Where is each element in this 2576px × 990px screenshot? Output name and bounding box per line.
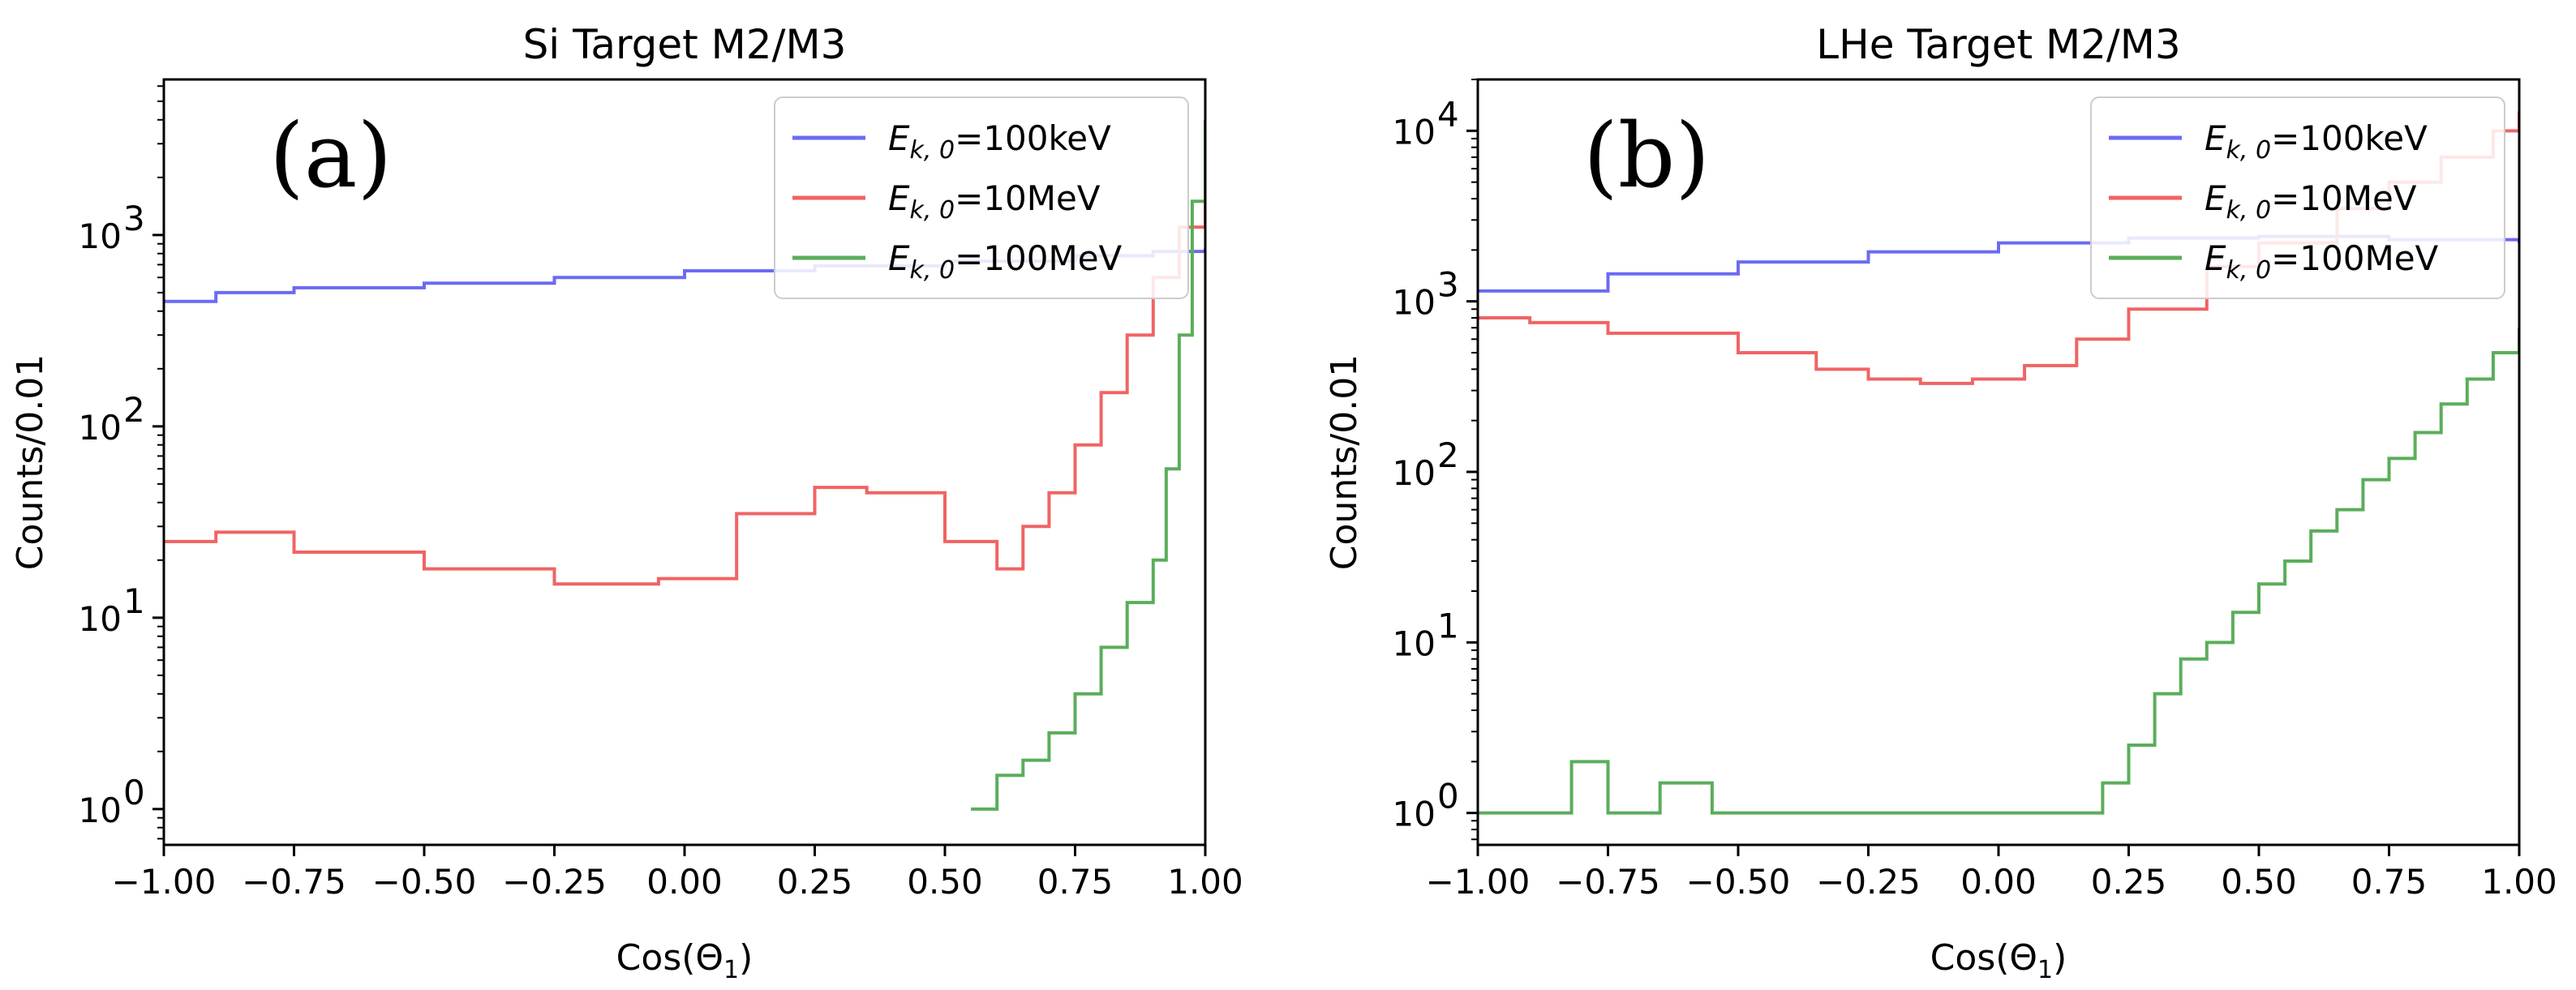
chart-title: LHe Target M2/M3: [1816, 21, 2180, 68]
x-tick-label: 0.00: [1960, 862, 2037, 902]
y-tick-exponent: 0: [1437, 777, 1459, 816]
x-tick-label: 0.25: [2091, 862, 2167, 902]
x-tick-label: −1.00: [112, 862, 217, 902]
y-tick-label: 10: [79, 408, 122, 448]
legend-label-sub: k, 0: [910, 256, 955, 285]
x-tick-label: −0.25: [502, 862, 607, 902]
legend-label-value: =10MeV: [955, 178, 1101, 218]
x-axis-label-end: ): [739, 937, 753, 979]
x-tick-label: 0.75: [2351, 862, 2428, 902]
legend-label-e: E: [2205, 118, 2226, 158]
legend-label-sub: k, 0: [910, 196, 955, 225]
x-tick-label: 1.00: [2481, 862, 2557, 902]
panel-label: (b): [1583, 104, 1710, 208]
y-axis-label: Counts/0.01: [1324, 354, 1365, 570]
legend-label-value: =100MeV: [2271, 238, 2438, 278]
y-tick-exponent: 1: [1437, 606, 1459, 645]
y-tick-exponent: 0: [123, 773, 145, 812]
y-tick-exponent: 2: [1437, 435, 1459, 475]
x-axis-label-sub: 1: [723, 956, 739, 984]
chart-panel-a: −1.00 −0.75 −0.50 −0.25 0.00 0.25 0.50 0.75 1.00…: [10, 21, 1243, 984]
legend-label-e: E: [2205, 238, 2226, 278]
legend-label-value: =10MeV: [2271, 178, 2417, 218]
chart-title: Si Target M2/M3: [523, 21, 847, 68]
x-tick-label: −0.75: [1556, 862, 1660, 902]
series-line-2: [1478, 328, 2519, 815]
legend-label: Ek, 0=100keV: [888, 118, 1111, 165]
legend-label-value: =100keV: [955, 118, 1111, 158]
y-tick-exponent: 1: [123, 581, 145, 621]
chart-panel-b: −1.00 −0.75 −0.50 −0.25 0.00 0.25 0.50 0.75 1.00…: [1324, 21, 2557, 984]
legend-label-e: E: [888, 238, 910, 278]
legend-label-e: E: [2205, 178, 2226, 218]
legend-label-e: E: [888, 178, 910, 218]
x-tick-label: −1.00: [1426, 862, 1531, 902]
x-tick-label: 0.25: [777, 862, 853, 902]
legend-box: [2090, 96, 2505, 299]
y-tick-label: 10: [1393, 624, 1436, 663]
legend-label-sub: k, 0: [910, 136, 955, 165]
legend-label-e: E: [888, 118, 910, 158]
x-tick-label: −0.75: [242, 862, 346, 902]
x-tick-label: 0.00: [646, 862, 723, 902]
y-tick-label: 10: [1393, 283, 1436, 323]
legend-label-sub: k, 0: [2226, 256, 2272, 285]
x-axis-label-end: ): [2053, 937, 2067, 979]
y-tick-exponent: 3: [123, 199, 145, 238]
x-tick-label: 0.75: [1037, 862, 1114, 902]
legend-label: Ek, 0=10MeV: [888, 178, 1101, 225]
y-axis-label: Counts/0.01: [10, 354, 51, 570]
x-axis-label: Cos(Θ1): [616, 937, 753, 984]
series-line-1: [164, 177, 1205, 586]
legend-label-sub: k, 0: [2226, 196, 2272, 225]
y-tick-label: 10: [79, 599, 122, 639]
y-tick-exponent: 2: [123, 390, 145, 430]
x-tick-label: 0.50: [2221, 862, 2297, 902]
x-tick-label: 1.00: [1167, 862, 1243, 902]
x-tick-label: −0.25: [1816, 862, 1921, 902]
y-tick-label: 10: [1393, 112, 1436, 152]
panel-label: (a): [269, 104, 392, 208]
y-tick-label: 10: [1393, 795, 1436, 834]
x-axis-label-main: Cos(Θ: [1930, 937, 2037, 979]
legend-label: Ek, 0=100keV: [2205, 118, 2428, 165]
y-tick-label: 10: [79, 791, 122, 830]
x-tick-label: 0.50: [907, 862, 983, 902]
series-line-2: [971, 119, 1205, 811]
legend-label: Ek, 0=100MeV: [2205, 238, 2439, 285]
legend-label: Ek, 0=100MeV: [888, 238, 1123, 285]
legend-label-value: =100MeV: [955, 238, 1122, 278]
x-axis-label-sub: 1: [2037, 956, 2053, 984]
x-axis-label: Cos(Θ1): [1930, 937, 2067, 984]
legend-box: [774, 96, 1189, 299]
x-tick-label: −0.50: [372, 862, 477, 902]
y-tick-exponent: 4: [1437, 94, 1459, 134]
y-tick-exponent: 3: [1437, 265, 1459, 305]
x-axis-label-main: Cos(Θ: [616, 937, 723, 979]
legend-label-sub: k, 0: [2226, 136, 2272, 165]
y-tick-label: 10: [1393, 453, 1436, 493]
y-tick-label: 10: [79, 216, 122, 256]
legend-label-value: =100keV: [2271, 118, 2428, 158]
legend-label: Ek, 0=10MeV: [2205, 178, 2417, 225]
x-tick-label: −0.50: [1686, 862, 1791, 902]
